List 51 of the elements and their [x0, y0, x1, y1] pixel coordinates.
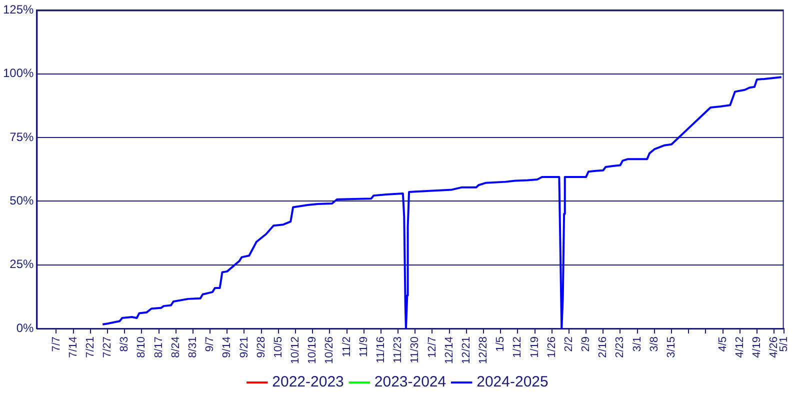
x-tick-label: 1/5 — [494, 336, 507, 352]
y-tick-label: 25% — [10, 257, 34, 272]
x-tick-label: 10/12 — [290, 336, 302, 364]
x-tick-label: 1/12 — [512, 336, 524, 358]
x-tick-label: 11/23 — [392, 336, 404, 364]
x-tick-label: 12/28 — [478, 336, 490, 364]
x-tick-label: 11/9 — [358, 336, 370, 358]
legend-label: 2023-2024 — [374, 374, 446, 391]
x-tick-label: 10/19 — [306, 336, 319, 364]
x-tick-label: 2/9 — [580, 336, 592, 352]
x-tick-label: 11/16 — [374, 336, 387, 364]
x-tick-label: 7/21 — [84, 336, 96, 358]
x-tick-label: 4/5 — [716, 336, 729, 352]
x-tick-label: 9/7 — [204, 336, 216, 352]
y-tick-label: 100% — [2, 66, 34, 80]
x-tick-label: 4/12 — [734, 336, 746, 358]
y-tick-label: 0% — [16, 320, 34, 335]
x-tick-label: 12/21 — [460, 336, 472, 364]
x-tick-label: 4/26 — [768, 336, 780, 358]
x-tick-label: 10/26 — [324, 336, 336, 364]
x-tick-label: 3/1 — [631, 336, 644, 352]
x-tick-label: 1/19 — [528, 336, 541, 358]
x-tick-label: 4/19 — [750, 336, 763, 358]
x-tick-label: 8/31 — [186, 336, 199, 358]
x-tick-label: 8/24 — [170, 336, 182, 358]
x-tick-label: 8/10 — [136, 336, 148, 358]
x-tick-label: 11/30 — [409, 336, 422, 364]
x-tick-label: 9/28 — [255, 336, 268, 358]
x-tick-label: 2/16 — [597, 336, 610, 358]
y-tick-label: 50% — [10, 193, 34, 208]
x-tick-label: 5/1 — [778, 336, 790, 352]
x-tick-label: 2/2 — [562, 336, 575, 352]
x-tick-label: 12/7 — [426, 336, 438, 358]
legend-label: 2024-2025 — [476, 374, 548, 391]
legend-label: 2022-2023 — [272, 374, 344, 391]
y-tick-label: 75% — [10, 130, 34, 144]
x-tick-label: 8/3 — [118, 336, 131, 352]
x-tick-label: 1/26 — [546, 336, 558, 358]
x-tick-label: 2/23 — [614, 336, 626, 358]
x-tick-label: 11/2 — [340, 336, 353, 358]
x-tick-label: 10/5 — [272, 336, 284, 358]
x-tick-label: 9/14 — [221, 336, 234, 358]
x-tick-label: 12/14 — [443, 336, 456, 364]
x-tick-label: 7/27 — [102, 336, 114, 358]
y-tick-label: 125% — [2, 2, 34, 17]
x-tick-label: 7/7 — [50, 336, 62, 352]
x-tick-label: 3/8 — [648, 336, 660, 352]
x-tick-label: 9/21 — [238, 336, 250, 358]
x-tick-label: 3/15 — [666, 336, 678, 358]
x-tick-label: 7/14 — [67, 336, 80, 358]
x-tick-label: 8/17 — [152, 336, 165, 358]
